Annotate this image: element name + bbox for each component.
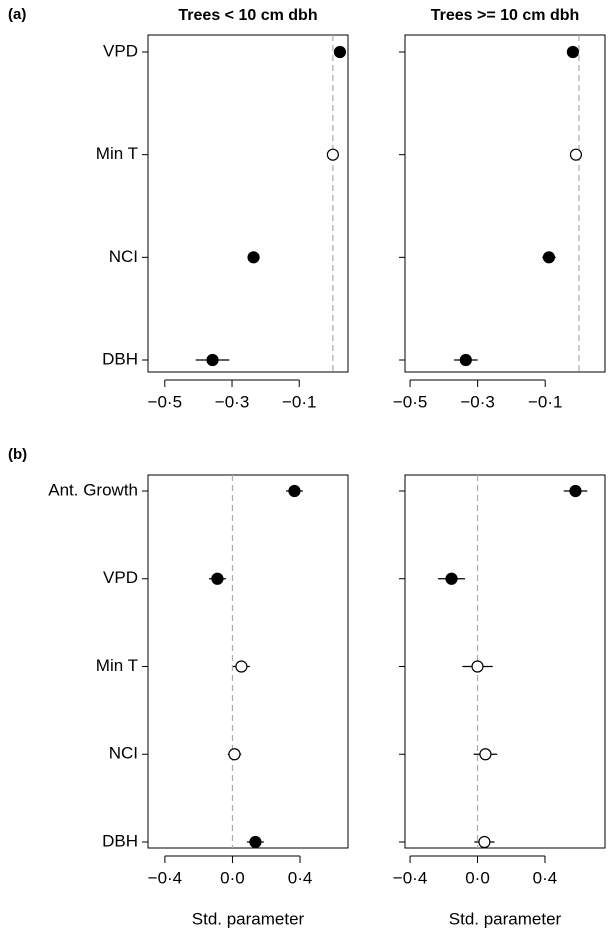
point xyxy=(445,572,458,585)
panel-title: Trees < 10 cm dbh xyxy=(178,7,317,24)
point xyxy=(288,484,301,498)
point xyxy=(569,484,582,498)
x-tick-label: −0·4 xyxy=(393,868,428,887)
point xyxy=(542,251,556,264)
x-tick-label: −0·5 xyxy=(148,392,183,411)
y-tick-label: VPD xyxy=(103,568,138,587)
x-tick-label: 0·4 xyxy=(533,868,558,887)
point xyxy=(211,572,224,585)
x-tick-label: −0·4 xyxy=(148,868,183,887)
point xyxy=(247,251,260,264)
panel-label: (a) xyxy=(8,6,26,23)
point xyxy=(479,748,492,761)
x-tick-label: 0·0 xyxy=(465,868,490,887)
point xyxy=(471,660,484,673)
x-tick-label: −0·3 xyxy=(460,392,495,411)
plot-frame xyxy=(147,34,349,373)
x-tick-label: −0·5 xyxy=(393,392,428,411)
y-tick-label: Ant. Growth xyxy=(48,480,138,499)
x-tick-label: 0·0 xyxy=(220,868,245,887)
x-axis-label: Std. parameter xyxy=(192,909,305,928)
y-tick-label: NCI xyxy=(109,744,138,763)
point xyxy=(326,148,339,161)
plot-frame xyxy=(147,474,349,849)
panel-title: Trees >= 10 cm dbh xyxy=(431,7,580,24)
point xyxy=(228,748,241,761)
y-tick-label: DBH xyxy=(102,349,138,368)
point xyxy=(569,148,583,161)
point xyxy=(206,353,219,367)
x-tick-label: −0·1 xyxy=(282,392,317,411)
plot-frame xyxy=(404,474,606,849)
point xyxy=(478,835,491,849)
point xyxy=(459,353,472,367)
y-tick-label: VPD xyxy=(103,41,138,60)
x-tick-label: −0·1 xyxy=(528,392,563,411)
x-tick-label: 0·4 xyxy=(288,868,313,887)
x-tick-label: −0·3 xyxy=(215,392,250,411)
panel-label: (b) xyxy=(8,446,27,463)
point xyxy=(333,45,347,59)
y-tick-label: NCI xyxy=(109,247,138,266)
point xyxy=(235,660,248,673)
y-tick-label: Min T xyxy=(96,144,138,163)
point xyxy=(566,45,580,59)
y-tick-label: DBH xyxy=(102,831,138,850)
x-axis-label: Std. parameter xyxy=(449,909,562,928)
y-tick-label: Min T xyxy=(96,656,138,675)
point xyxy=(249,835,262,849)
plot-frame xyxy=(404,34,606,373)
